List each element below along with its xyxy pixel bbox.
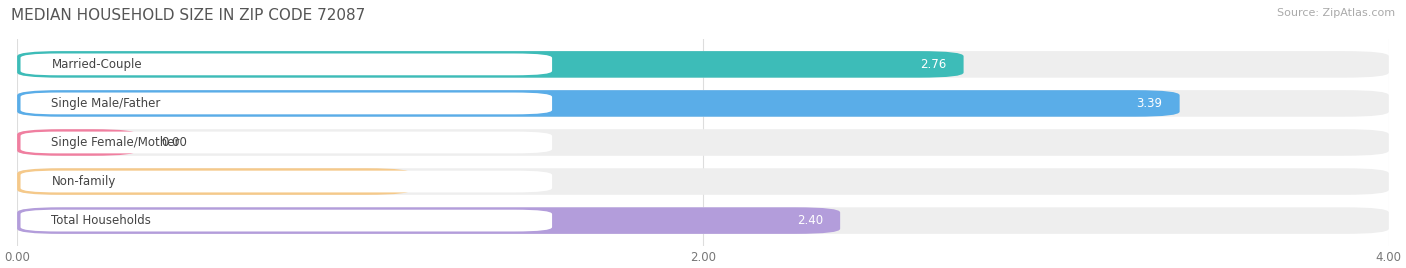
FancyBboxPatch shape [17,51,1389,78]
FancyBboxPatch shape [17,90,1389,117]
FancyBboxPatch shape [21,132,553,153]
FancyBboxPatch shape [21,210,553,232]
Text: Single Female/Mother: Single Female/Mother [52,136,180,149]
FancyBboxPatch shape [17,207,1389,234]
Text: 1.15: 1.15 [368,175,394,188]
FancyBboxPatch shape [17,207,841,234]
Text: Non-family: Non-family [52,175,115,188]
Text: Source: ZipAtlas.com: Source: ZipAtlas.com [1277,8,1395,18]
Text: Total Households: Total Households [52,214,152,227]
Text: 2.40: 2.40 [797,214,823,227]
FancyBboxPatch shape [17,51,963,78]
Text: 2.76: 2.76 [920,58,946,71]
Text: Married-Couple: Married-Couple [52,58,142,71]
FancyBboxPatch shape [17,168,1389,195]
FancyBboxPatch shape [21,171,553,192]
FancyBboxPatch shape [17,129,138,156]
Text: MEDIAN HOUSEHOLD SIZE IN ZIP CODE 72087: MEDIAN HOUSEHOLD SIZE IN ZIP CODE 72087 [11,8,366,23]
FancyBboxPatch shape [17,129,1389,156]
FancyBboxPatch shape [21,92,553,114]
FancyBboxPatch shape [17,168,412,195]
Text: Single Male/Father: Single Male/Father [52,97,160,110]
Text: 3.39: 3.39 [1136,97,1163,110]
Text: 0.00: 0.00 [162,136,187,149]
FancyBboxPatch shape [17,90,1180,117]
FancyBboxPatch shape [21,54,553,75]
